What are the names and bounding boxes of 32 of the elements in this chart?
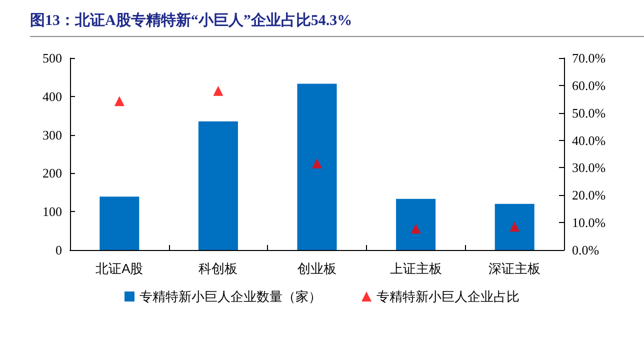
y-tick-label: 200: [42, 166, 62, 181]
point: [213, 86, 224, 96]
y2-tick-label: 50.0%: [572, 105, 606, 120]
x-tick-label: 深证主板: [488, 261, 541, 276]
x-tick-label: 上证主板: [390, 261, 442, 276]
point: [410, 224, 421, 234]
y-tick-label: 100: [42, 204, 62, 220]
legend-label: 专精特新小巨人企业占比: [376, 289, 520, 304]
y2-tick-label: 10.0%: [572, 215, 606, 230]
y-tick-label: 300: [42, 127, 62, 142]
y2-tick-label: 20.0%: [572, 188, 606, 203]
point: [312, 158, 322, 168]
bar: [100, 196, 140, 250]
x-tick-label: 北证A股: [96, 261, 144, 276]
bar: [396, 198, 436, 250]
x-tick-label: 科创板: [198, 261, 238, 276]
bar: [494, 204, 534, 250]
legend-label: 专精特新小巨人企业数量（家）: [140, 289, 322, 304]
y-tick-label: 400: [42, 88, 62, 104]
bar: [297, 84, 337, 250]
bar: [198, 121, 238, 250]
y-tick-label: 500: [42, 50, 62, 66]
y2-tick-label: 70.0%: [572, 50, 606, 66]
x-tick-label: 创业板: [298, 261, 336, 276]
y2-tick-label: 0.0%: [572, 242, 600, 258]
y2-tick-label: 30.0%: [572, 160, 606, 176]
y2-tick-label: 40.0%: [572, 132, 606, 148]
chart-title: 图13：北证A股专精特新“小巨人”企业占比54.3%: [30, 10, 644, 37]
point: [114, 96, 124, 106]
point: [510, 222, 520, 232]
y-tick-label: 0: [56, 242, 62, 258]
y2-tick-label: 60.0%: [572, 78, 606, 93]
